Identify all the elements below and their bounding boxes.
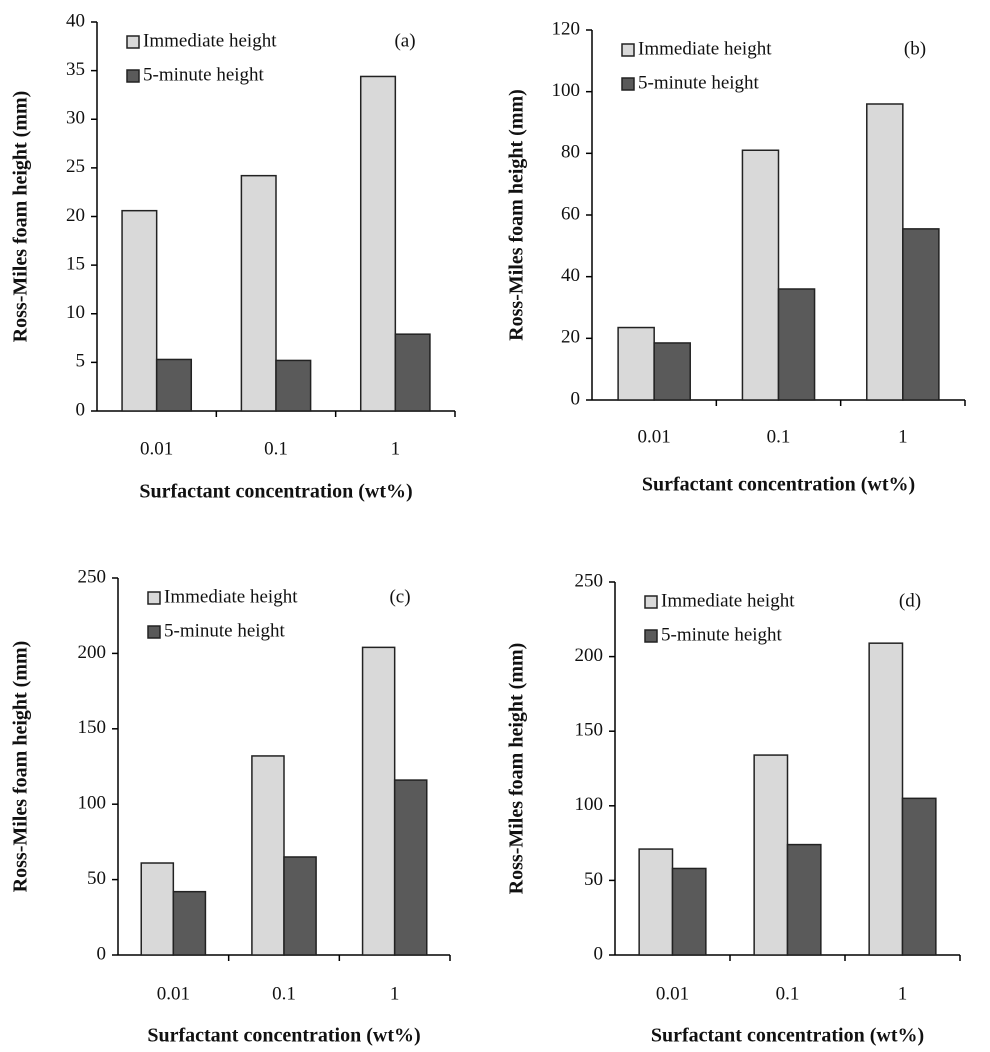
- y-axis-title: Ross-Miles foam height (mm): [10, 91, 32, 343]
- legend-label: Immediate height: [143, 30, 277, 51]
- bar: [393, 779, 428, 956]
- legend-swatch: [621, 77, 635, 91]
- bar: [251, 755, 285, 956]
- bar: [140, 862, 175, 956]
- annotation: (c): [389, 586, 410, 607]
- x-tick-label: 0.01: [157, 983, 190, 1004]
- y-tick-label: 5: [76, 351, 86, 372]
- bar: [121, 209, 158, 412]
- bar: [777, 288, 816, 401]
- y-tick-label: 10: [66, 302, 85, 323]
- y-tick-label: 0: [76, 399, 86, 420]
- bar: [172, 890, 207, 956]
- bar: [283, 856, 317, 956]
- y-tick-label: 30: [66, 108, 85, 129]
- annotation: (a): [394, 30, 415, 51]
- x-tick-label: 1: [898, 983, 908, 1004]
- chart-panel: 0 5 10 15 20 25 30 35 40 0.01 0.1 1 Immediate height…: [10, 10, 456, 503]
- y-tick-label: 0: [97, 943, 107, 964]
- legend-swatch: [147, 591, 161, 605]
- legend-swatch: [621, 43, 635, 57]
- y-tick-label: 50: [87, 868, 106, 889]
- annotation: (b): [904, 38, 926, 59]
- bar: [868, 642, 904, 956]
- bar: [240, 174, 277, 412]
- bar: [671, 867, 707, 956]
- bar: [902, 228, 940, 401]
- x-axis-title: Surfactant concentration (wt%): [139, 481, 412, 503]
- y-tick-label: 250: [575, 570, 604, 591]
- legend-swatch: [644, 595, 658, 609]
- y-tick-label: 20: [561, 327, 580, 348]
- x-tick-label: 0.01: [656, 983, 689, 1004]
- x-tick-label: 0.1: [767, 426, 791, 447]
- x-tick-label: 0.01: [638, 426, 671, 447]
- chart-panel: 0 20 40 60 80 100 120 0.01 0.1 1 Immediate height 5…: [506, 18, 966, 496]
- y-tick-label: 35: [66, 59, 85, 80]
- x-tick-label: 0.1: [776, 983, 800, 1004]
- x-axis-title: Surfactant concentration (wt%): [147, 1025, 420, 1047]
- legend-swatch: [126, 69, 140, 83]
- y-tick-label: 200: [78, 642, 107, 663]
- x-axis-title: Surfactant concentration (wt%): [651, 1025, 924, 1047]
- x-tick-label: 1: [898, 426, 908, 447]
- y-tick-label: 40: [66, 10, 85, 31]
- legend-label: Immediate height: [638, 38, 772, 59]
- y-tick-label: 250: [78, 566, 107, 587]
- legend-swatch: [644, 629, 658, 643]
- bar: [361, 646, 396, 956]
- legend-swatch: [126, 35, 140, 49]
- x-tick-label: 0.1: [272, 983, 296, 1004]
- y-tick-label: 60: [561, 203, 580, 224]
- y-tick-label: 150: [78, 717, 107, 738]
- legend-label: Immediate height: [661, 590, 795, 611]
- x-tick-label: 1: [391, 438, 401, 459]
- legend-label: 5-minute height: [661, 624, 783, 645]
- chart-panel: 0 50 100 150 200 250 0.01 0.1 1 Immediate height 5…: [506, 570, 961, 1047]
- legend-swatch: [147, 625, 161, 639]
- legend-label: Immediate height: [164, 586, 298, 607]
- bar: [753, 754, 789, 956]
- bar: [275, 359, 312, 412]
- x-axis-title: Surfactant concentration (wt%): [642, 474, 915, 496]
- bar: [866, 103, 904, 401]
- y-axis-title: Ross-Miles foam height (mm): [506, 89, 528, 341]
- y-tick-label: 200: [575, 645, 604, 666]
- y-axis-title: Ross-Miles foam height (mm): [10, 641, 32, 893]
- y-tick-label: 50: [584, 869, 603, 890]
- y-tick-label: 150: [575, 720, 604, 741]
- bar: [359, 75, 397, 412]
- y-tick-label: 100: [78, 793, 107, 814]
- legend-label: 5-minute height: [638, 72, 760, 93]
- y-axis-title: Ross-Miles foam height (mm): [506, 643, 528, 895]
- bar: [786, 843, 822, 956]
- bar: [638, 848, 674, 956]
- y-tick-label: 100: [575, 794, 604, 815]
- y-tick-label: 25: [66, 156, 85, 177]
- y-tick-label: 20: [66, 205, 85, 226]
- x-tick-label: 1: [390, 983, 400, 1004]
- x-tick-label: 0.1: [264, 438, 288, 459]
- y-tick-label: 15: [66, 253, 85, 274]
- legend-label: 5-minute height: [143, 64, 265, 85]
- y-tick-label: 100: [552, 80, 581, 101]
- legend-label: 5-minute height: [164, 620, 286, 641]
- bar: [901, 797, 937, 956]
- y-tick-label: 0: [571, 388, 581, 409]
- y-tick-label: 120: [552, 18, 581, 39]
- annotation: (d): [899, 590, 921, 611]
- bar: [741, 149, 780, 401]
- bar: [155, 358, 193, 412]
- y-tick-label: 80: [561, 142, 580, 163]
- y-tick-label: 40: [561, 265, 580, 286]
- y-tick-label: 0: [594, 943, 604, 964]
- bar: [653, 342, 691, 401]
- bar: [394, 333, 431, 412]
- x-tick-label: 0.01: [140, 438, 173, 459]
- chart-panel: 0 50 100 150 200 250 0.01 0.1 1 Immediate height 5…: [10, 566, 451, 1047]
- bar: [617, 326, 655, 401]
